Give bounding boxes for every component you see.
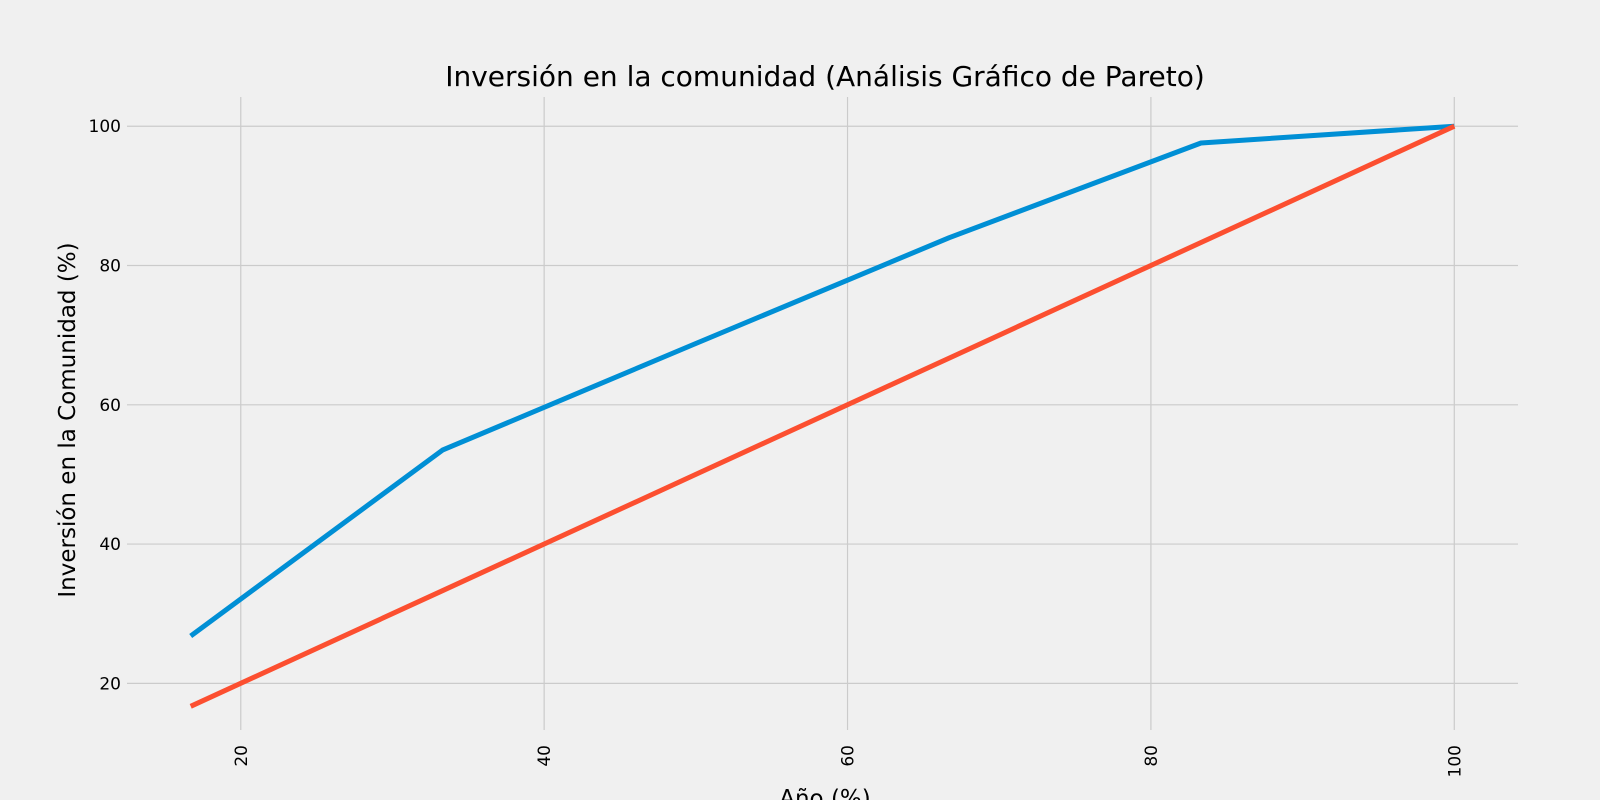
x-tick-label: 40 <box>535 745 555 767</box>
y-axis-label: Inversión en la Comunidad (%) <box>55 242 81 597</box>
series-layer <box>189 123 1456 709</box>
grid-layer <box>127 97 1518 730</box>
y-tick-label: 100 <box>89 117 121 137</box>
x-tick-label: 20 <box>232 745 252 767</box>
cumulative-investment-line <box>189 123 1455 639</box>
x-tick-label: 80 <box>1142 745 1162 767</box>
tick-layer: 20 40 60 80 100 20 40 60 80 100 <box>89 117 1466 777</box>
x-axis-label: Año (%) <box>779 786 871 800</box>
chart-title: Inversión en la comunidad (Análisis Gráf… <box>445 60 1205 93</box>
y-tick-label: 80 <box>99 257 121 277</box>
y-tick-label: 20 <box>99 674 121 694</box>
x-tick-label: 100 <box>1445 745 1465 777</box>
x-tick-label: 60 <box>839 745 859 767</box>
equality-reference-line <box>189 123 1456 709</box>
y-tick-label: 60 <box>99 396 121 416</box>
y-tick-label: 40 <box>99 535 121 555</box>
